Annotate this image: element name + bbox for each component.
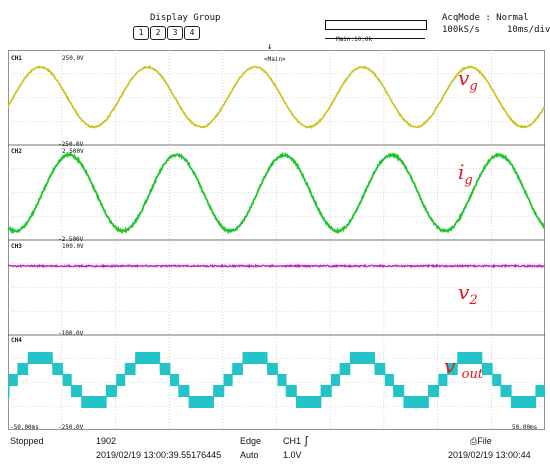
ch1-scale-bottom: -250.0V — [58, 141, 84, 148]
time-per-division: 10ms/div — [507, 25, 550, 35]
display-group-button-3[interactable]: 3 — [167, 26, 183, 40]
signal-label-vg: vg — [458, 66, 478, 94]
zoom-label: Main:10.0k — [336, 36, 373, 43]
ch2-waveform — [8, 151, 545, 235]
time-axis-left: -50.00ms — [10, 424, 39, 431]
file-save[interactable]: ⎙File — [470, 436, 492, 446]
ch4-waveform — [8, 351, 545, 409]
ch4-scale-bottom: -250.0V — [58, 424, 84, 431]
acquisition-state: Stopped — [10, 436, 44, 446]
sample-rate: 100kS/s — [442, 25, 480, 35]
acquisition-count: 1902 — [96, 436, 117, 446]
printer-icon: ⎙ — [470, 436, 478, 446]
ch2-scale-bottom: -2.500V — [58, 236, 84, 243]
ch1-scale-top: 250.0V — [62, 55, 84, 62]
ch2-scale-top: 2.500V — [62, 148, 84, 155]
trigger-source: CH1 — [283, 436, 302, 446]
ch1-waveform — [8, 64, 545, 130]
trigger-position-marker[interactable]: ↓ — [267, 42, 273, 52]
signal-label-v2: v2 — [458, 280, 478, 308]
display-group-button-4[interactable]: 4 — [184, 26, 200, 40]
signal-label-vout: v out — [444, 354, 484, 382]
ch3-scale-bottom: -100.0V — [58, 330, 84, 337]
zoom-window-indicator — [325, 33, 425, 39]
trigger-mode: Auto — [240, 450, 259, 460]
display-group-button-2[interactable]: 2 — [150, 26, 166, 40]
signal-label-ig: ig — [458, 160, 473, 188]
ch3-tag: CH3 — [11, 243, 22, 250]
display-group-title: Display Group — [150, 13, 221, 23]
ch3-waveform — [8, 263, 545, 269]
ch4-tag: CH4 — [11, 337, 22, 344]
zoom-position-bar[interactable] — [325, 20, 427, 30]
acquisition-mode: AcqMode : Normal — [442, 13, 529, 23]
ch2-tag: CH2 — [11, 148, 22, 155]
ch3-scale-top: 100.0V — [62, 243, 84, 250]
time-axis-right: 50.00ms — [512, 424, 538, 431]
main-window-tag: <Main> — [264, 56, 286, 63]
trigger-type: Edge — [240, 436, 262, 446]
graticule-grid — [8, 50, 545, 430]
trigger-slope-icon: ʃ — [305, 435, 308, 447]
acquisition-timestamp: 2019/02/19 13:00:39.55176445 — [96, 450, 222, 460]
file-timestamp: 2019/02/19 13:00:44 — [448, 450, 531, 460]
ch1-tag: CH1 — [11, 55, 22, 62]
display-group-button-1[interactable]: 1 — [133, 26, 149, 40]
trigger-level: 1.0V — [283, 450, 302, 460]
waveform-display — [8, 50, 545, 430]
